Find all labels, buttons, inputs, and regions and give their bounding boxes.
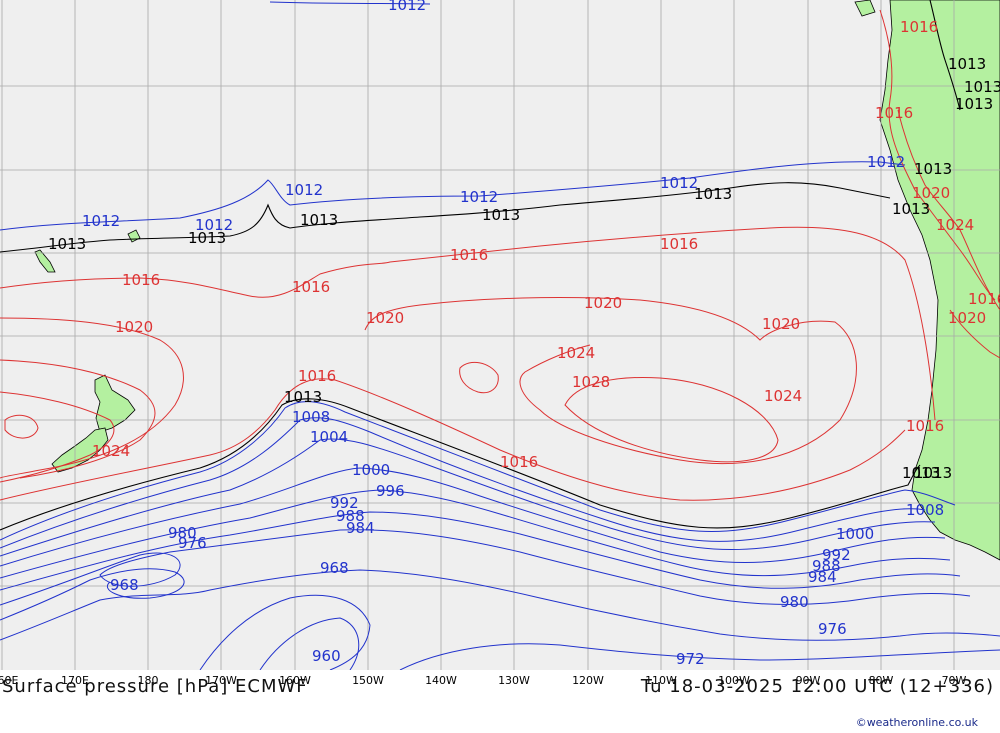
isobars-high <box>0 9 1000 501</box>
isobar-label: 1013 <box>694 185 732 203</box>
isobar-label: 1024 <box>936 216 974 234</box>
lon-label: 80W <box>868 674 894 687</box>
isobar-label: 1016 <box>875 104 913 122</box>
isobar-label: 1004 <box>310 428 348 446</box>
lon-label: 90W <box>795 674 821 687</box>
island-small-2 <box>854 0 876 17</box>
isobar-label: 976 <box>818 620 847 638</box>
lon-label: 180 <box>137 674 159 687</box>
isobars-1013 <box>0 0 961 531</box>
isobar-label: 1012 <box>285 181 323 199</box>
isobars-low <box>0 1 1000 670</box>
isobar-label: 968 <box>110 576 139 594</box>
isobar-label: 992 <box>330 494 359 512</box>
isobar-label: 1013 <box>300 211 338 229</box>
isobar-label: 1012 <box>388 0 426 14</box>
isobar-label: 972 <box>676 650 705 668</box>
lon-label: 160W <box>279 674 311 687</box>
graticule <box>0 0 1000 670</box>
isobar-label: 1013 <box>188 229 226 247</box>
map-title: Surface pressure [hPa] ECMWF <box>2 676 308 697</box>
isobar-label: 1012 <box>195 216 233 234</box>
isobar-label: 1013 <box>914 464 952 482</box>
isobar-label: 992 <box>822 546 851 564</box>
lon-label: 60E <box>0 674 19 687</box>
isobar-label: 1016 <box>292 278 330 296</box>
south-island-nz <box>51 427 109 473</box>
isobar-label: 1016 <box>122 271 160 289</box>
isobar-label: 1016 <box>906 417 944 435</box>
isobar-label: 984 <box>346 519 375 537</box>
lon-label: 150W <box>352 674 384 687</box>
lon-label: 120W <box>572 674 604 687</box>
isobar-label: 1016 <box>500 453 538 471</box>
isobar-label: 1016 <box>660 235 698 253</box>
isobar-label: 988 <box>336 507 365 525</box>
isobar-label: 960 <box>312 647 341 665</box>
isobar-label: 1020 <box>948 309 986 327</box>
lon-label: 170E <box>61 674 89 687</box>
lon-label: 70W <box>941 674 967 687</box>
isobar-label: 1016 <box>968 290 1000 308</box>
isobar-label: 1012 <box>460 188 498 206</box>
isobar-label: 976 <box>178 534 207 552</box>
isobar-label: 1024 <box>557 344 595 362</box>
isobar-label: 1020 <box>762 315 800 333</box>
lon-label: 100W <box>718 674 750 687</box>
isobar-labels-low: 1012 1012 1012 1012 1012 1012 1012 1008 … <box>82 0 944 668</box>
isobar-label: 1013 <box>284 388 322 406</box>
isobar-labels-1013: 1013 1013 1013 1013 1013 1013 1013 1013 … <box>48 55 1000 482</box>
isobar-label: 1013 <box>948 55 986 73</box>
isobar-label: 1016 <box>298 367 336 385</box>
isobar-label: 1013 <box>892 200 930 218</box>
isobar-label: 1024 <box>764 387 802 405</box>
bottom-bar <box>0 670 1000 733</box>
isobar-label: 1008 <box>292 408 330 426</box>
isobar-label: 1013 <box>482 206 520 224</box>
credit-link[interactable]: ©weatheronline.co.uk <box>855 716 978 729</box>
isobar-label: 1013 <box>48 235 86 253</box>
isobar-label: 1012 <box>867 153 905 171</box>
isobar-label: 1016 <box>900 18 938 36</box>
lon-label: 140W <box>425 674 457 687</box>
isobar-label: 1013 <box>964 78 1000 96</box>
pressure-map: 1012 1012 1012 1012 1012 1012 1012 1008 … <box>0 0 1000 670</box>
isobar-label: 1020 <box>366 309 404 327</box>
isobar-label: 988 <box>812 557 841 575</box>
new-caledonia <box>34 249 56 273</box>
isobar-label: 996 <box>376 482 405 500</box>
isobar-label: 1020 <box>912 184 950 202</box>
isobar-label: 1016 <box>450 246 488 264</box>
isobar-label: 1020 <box>584 294 622 312</box>
isobar-label: 980 <box>168 524 197 542</box>
isobar-label: 968 <box>320 559 349 577</box>
lon-label: 130W <box>498 674 530 687</box>
isobar-label: 1013 <box>955 95 993 113</box>
isobar-label: 1028 <box>572 373 610 391</box>
isobar-label: 1008 <box>906 501 944 519</box>
isobar-label: 980 <box>780 593 809 611</box>
isobar-label: 1012 <box>82 212 120 230</box>
isobar-label: 1024 <box>92 442 130 460</box>
isobar-label: 984 <box>808 568 837 586</box>
isobar-label: 1000 <box>352 461 390 479</box>
isobar-label: 1020 <box>115 318 153 336</box>
lon-label: 170W <box>205 674 237 687</box>
isobar-labels-high: 1016 1016 1016 1016 1016 1016 1016 1020 … <box>92 18 1000 471</box>
lon-label: 110W <box>645 674 677 687</box>
isobar-label: 1000 <box>836 525 874 543</box>
isobar-label: 1013 <box>902 464 940 482</box>
ocean-background <box>0 0 1000 670</box>
isobar-label: 1013 <box>914 160 952 178</box>
isobar-label: 1012 <box>660 174 698 192</box>
valid-time: Tu 18-03-2025 12:00 UTC (12+336) <box>640 676 994 697</box>
